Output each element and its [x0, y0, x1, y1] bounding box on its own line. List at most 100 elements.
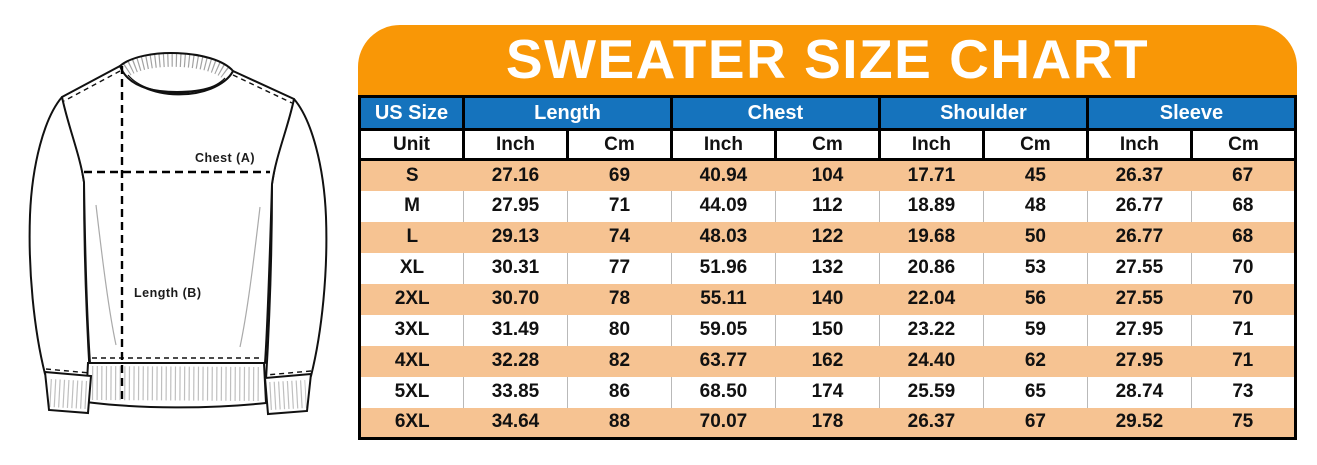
unit-header-row: Unit Inch Cm Inch Cm Inch Cm Inch Cm — [358, 128, 1298, 161]
size-row-m: M 27.95 71 44.09 112 18.89 48 26.77 68 — [359, 190, 1296, 222]
measurement-cell: 68 — [1191, 190, 1296, 222]
measurement-cell: 20.86 — [879, 252, 984, 284]
sleeve-shading-lines — [95, 204, 261, 348]
measurement-cell: 122 — [775, 221, 880, 253]
size-label-cell: L — [359, 221, 464, 253]
chest-inch-header: Inch — [669, 128, 777, 161]
measurement-cell: 30.31 — [463, 252, 568, 284]
sweater-left-cuff — [43, 370, 93, 415]
size-chart-panel: SWEATER SIZE CHART US Size Length Chest … — [358, 25, 1298, 440]
size-row-3xl: 3XL 31.49 80 59.05 150 23.22 59 27.95 71 — [359, 314, 1296, 346]
measurement-cell: 23.22 — [879, 314, 984, 346]
measurement-cell: 29.13 — [463, 221, 568, 253]
chart-title-banner: SWEATER SIZE CHART — [358, 25, 1297, 95]
measurement-cell: 73 — [1191, 376, 1296, 408]
size-row-s: S 27.16 69 40.94 104 17.71 45 26.37 67 — [359, 159, 1296, 191]
measurement-cell: 48.03 — [671, 221, 776, 253]
measure-group-header-row: US Size Length Chest Shoulder Sleeve — [358, 95, 1298, 131]
measurement-cell: 86 — [567, 376, 672, 408]
measurement-cell: 34.64 — [463, 407, 568, 439]
length-measure-label: Length (B) — [134, 286, 201, 300]
measurement-cell: 63.77 — [671, 345, 776, 377]
measurement-cell: 80 — [567, 314, 672, 346]
sleeve-cm-header: Cm — [1189, 128, 1298, 161]
measurement-cell: 78 — [567, 283, 672, 315]
measurement-cell: 132 — [775, 252, 880, 284]
chest-group-header: Chest — [669, 95, 881, 131]
sweater-right-cuff — [263, 372, 313, 416]
measurement-cell: 26.77 — [1087, 190, 1192, 222]
measurement-cell: 17.71 — [879, 159, 984, 191]
measurement-cell: 33.85 — [463, 376, 568, 408]
chart-title: SWEATER SIZE CHART — [505, 27, 1150, 90]
measurement-cell: 27.55 — [1087, 283, 1192, 315]
measurement-cell: 45 — [983, 159, 1088, 191]
measurement-cell: 26.37 — [1087, 159, 1192, 191]
measurement-cell: 19.68 — [879, 221, 984, 253]
measurement-cell: 104 — [775, 159, 880, 191]
measurement-cell: 74 — [567, 221, 672, 253]
measurement-cell: 174 — [775, 376, 880, 408]
chest-measure-label: Chest (A) — [195, 151, 255, 165]
measurement-cell: 68 — [1191, 221, 1296, 253]
measurement-cell: 65 — [983, 376, 1088, 408]
measurement-cell: 71 — [1191, 314, 1296, 346]
size-row-xl: XL 30.31 77 51.96 132 20.86 53 27.55 70 — [359, 252, 1296, 284]
measurement-cell: 32.28 — [463, 345, 568, 377]
measurement-cell: 31.49 — [463, 314, 568, 346]
length-group-header: Length — [461, 95, 673, 131]
measurement-cell: 150 — [775, 314, 880, 346]
measurement-cell: 26.77 — [1087, 221, 1192, 253]
measurement-cell: 56 — [983, 283, 1088, 315]
measurement-cell: 70 — [1191, 252, 1296, 284]
measurement-cell: 28.74 — [1087, 376, 1192, 408]
size-label-cell: M — [359, 190, 464, 222]
measurement-cell: 68.50 — [671, 376, 776, 408]
size-table-body: S 27.16 69 40.94 104 17.71 45 26.37 67 M 27.95 71 44… — [359, 159, 1296, 439]
measurement-cell: 69 — [567, 159, 672, 191]
measurement-cell: 40.94 — [671, 159, 776, 191]
measurement-cell: 140 — [775, 283, 880, 315]
sleeve-inch-header: Inch — [1085, 128, 1193, 161]
measurement-cell: 27.16 — [463, 159, 568, 191]
measurement-cell: 22.04 — [879, 283, 984, 315]
measurement-cell: 27.95 — [463, 190, 568, 222]
measurement-cell: 29.52 — [1087, 407, 1192, 439]
size-table: US Size Length Chest Shoulder Sleeve Uni… — [358, 95, 1298, 440]
measurement-cell: 71 — [567, 190, 672, 222]
measurement-cell: 82 — [567, 345, 672, 377]
measurement-cell: 53 — [983, 252, 1088, 284]
unit-row-label: Unit — [358, 128, 465, 161]
seam-dashed-lines — [45, 70, 312, 376]
measurement-cell: 59.05 — [671, 314, 776, 346]
sweater-hem-band — [84, 362, 268, 409]
size-label-cell: 3XL — [359, 314, 464, 346]
measurement-cell: 70.07 — [671, 407, 776, 439]
measurement-cell: 25.59 — [879, 376, 984, 408]
length-cm-header: Cm — [565, 128, 673, 161]
size-row-2xl: 2XL 30.70 78 55.11 140 22.04 56 27.55 70 — [359, 283, 1296, 315]
measurement-cell: 71 — [1191, 345, 1296, 377]
shoulder-inch-header: Inch — [877, 128, 985, 161]
measurement-cell: 77 — [567, 252, 672, 284]
size-row-5xl: 5XL 33.85 86 68.50 174 25.59 65 28.74 73 — [359, 376, 1296, 408]
measurement-cell: 24.40 — [879, 345, 984, 377]
measurement-cell: 51.96 — [671, 252, 776, 284]
measurement-cell: 62 — [983, 345, 1088, 377]
measurement-cell: 48 — [983, 190, 1088, 222]
measurement-cell: 27.95 — [1087, 314, 1192, 346]
size-row-4xl: 4XL 32.28 82 63.77 162 24.40 62 27.95 71 — [359, 345, 1296, 377]
shoulder-cm-header: Cm — [981, 128, 1089, 161]
shoulder-group-header: Shoulder — [877, 95, 1089, 131]
measurement-cell: 27.95 — [1087, 345, 1192, 377]
measurement-cell: 50 — [983, 221, 1088, 253]
measurement-cell: 112 — [775, 190, 880, 222]
sweater-diagram: Chest (A) Length (B) — [28, 52, 328, 416]
measurement-cell: 178 — [775, 407, 880, 439]
size-label-cell: XL — [359, 252, 464, 284]
length-inch-header: Inch — [461, 128, 569, 161]
measurement-cell: 27.55 — [1087, 252, 1192, 284]
measurement-cell: 44.09 — [671, 190, 776, 222]
measurement-cell: 70 — [1191, 283, 1296, 315]
